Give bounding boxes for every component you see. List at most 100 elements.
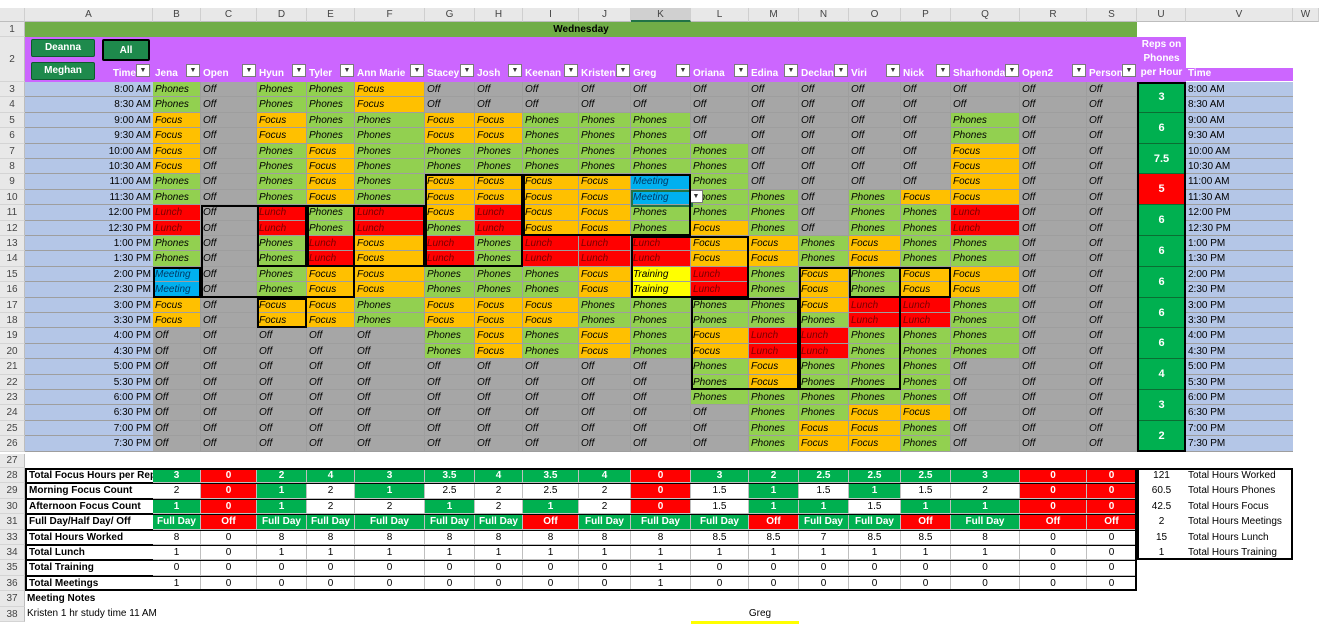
schedule-cell[interactable]: Off [951,374,1020,390]
filter-dropdown-icon[interactable]: ▼ [616,64,630,77]
column-header-G[interactable]: G [425,8,475,22]
schedule-cell[interactable]: Phones [691,143,749,159]
schedule-cell[interactable]: Focus [307,313,355,329]
schedule-cell[interactable]: Off [475,405,523,421]
schedule-cell[interactable]: Phones [749,282,799,298]
schedule-cell[interactable]: Off [799,128,849,144]
schedule-cell[interactable]: Phones [153,189,201,206]
schedule-cell[interactable]: Off [951,420,1020,437]
schedule-cell[interactable]: Off [307,436,355,452]
row-header-2[interactable]: 2 [0,37,25,82]
schedule-cell[interactable]: Off [523,390,579,406]
filter-dropdown-icon[interactable]: ▼ [340,64,354,77]
schedule-cell[interactable]: Phones [425,328,475,344]
schedule-cell[interactable]: Off [691,420,749,437]
row-header-26[interactable]: 26 [0,436,25,452]
time-cell[interactable]: 9:30 AM [25,128,153,144]
schedule-cell[interactable]: Off [631,390,691,406]
column-header-K[interactable]: K [631,8,691,22]
schedule-cell[interactable]: Phones [691,174,749,190]
schedule-cell[interactable]: Phones [355,189,425,206]
column-header-U[interactable]: U [1137,8,1186,22]
time-cell[interactable]: 1:00 PM [25,236,153,252]
schedule-cell[interactable]: Phones [749,266,799,283]
schedule-cell[interactable]: Off [475,420,523,437]
schedule-cell[interactable]: Focus [307,159,355,175]
schedule-cell[interactable]: Phones [799,359,849,375]
schedule-cell[interactable]: Off [849,128,901,144]
schedule-cell[interactable]: Focus [355,282,425,298]
schedule-cell[interactable]: Off [355,420,425,437]
column-header-R[interactable]: R [1020,8,1087,22]
schedule-cell[interactable]: Off [749,128,799,144]
right-time-cell[interactable]: 8:00 AM [1186,82,1293,98]
schedule-cell[interactable]: Focus [425,128,475,144]
schedule-cell[interactable]: Phones [475,282,523,298]
schedule-cell[interactable]: Focus [951,266,1020,283]
right-time-cell[interactable]: 10:30 AM [1186,159,1293,175]
schedule-cell[interactable]: Off [579,97,631,113]
schedule-cell[interactable]: Off [951,390,1020,406]
schedule-cell[interactable]: Phones [631,297,691,313]
schedule-cell[interactable]: Off [523,420,579,437]
schedule-cell[interactable]: Off [201,343,257,360]
schedule-cell[interactable]: Off [201,189,257,206]
schedule-cell[interactable]: Lunch [901,313,951,329]
row-header-24[interactable]: 24 [0,405,25,421]
schedule-cell[interactable]: Off [579,390,631,406]
schedule-cell[interactable]: Phones [951,128,1020,144]
schedule-cell[interactable]: Phones [475,159,523,175]
schedule-cell[interactable]: Focus [257,128,307,144]
right-time-cell[interactable]: 2:00 PM [1186,266,1293,283]
schedule-cell[interactable]: Phones [257,189,307,206]
schedule-cell[interactable]: Off [951,97,1020,113]
right-time-cell[interactable]: 2:30 PM [1186,282,1293,298]
schedule-cell[interactable]: Off [201,112,257,129]
schedule-cell[interactable]: Focus [475,112,523,129]
row-header-11[interactable]: 11 [0,205,25,221]
schedule-cell[interactable]: Focus [749,236,799,252]
schedule-cell[interactable]: Phones [901,343,951,360]
schedule-cell[interactable]: Phones [425,282,475,298]
schedule-cell[interactable]: Phones [523,143,579,159]
schedule-cell[interactable]: Off [749,82,799,98]
column-header-N[interactable]: N [799,8,849,22]
filter-dropdown-icon[interactable]: ▼ [676,64,690,77]
schedule-cell[interactable]: Focus [799,420,849,437]
schedule-cell[interactable]: Focus [579,328,631,344]
schedule-cell[interactable]: Phones [799,236,849,252]
schedule-cell[interactable]: Focus [849,436,901,452]
schedule-cell[interactable]: Off [951,436,1020,452]
schedule-cell[interactable]: Focus [153,297,201,313]
row-header-19[interactable]: 19 [0,328,25,344]
schedule-cell[interactable]: Phones [631,343,691,360]
schedule-cell[interactable]: Phones [355,112,425,129]
schedule-cell[interactable]: Off [201,359,257,375]
schedule-cell[interactable]: Off [201,328,257,344]
column-header-L[interactable]: L [691,8,749,22]
schedule-cell[interactable]: Off [901,174,951,190]
schedule-cell[interactable]: Off [1020,236,1087,252]
schedule-cell[interactable]: Off [1087,328,1137,344]
schedule-cell[interactable]: Off [1087,143,1137,159]
schedule-cell[interactable]: Off [579,405,631,421]
schedule-cell[interactable]: Focus [849,251,901,267]
time-cell[interactable]: 2:30 PM [25,282,153,298]
schedule-cell[interactable]: Off [201,374,257,390]
schedule-cell[interactable]: Phones [257,143,307,159]
schedule-cell[interactable]: Focus [579,343,631,360]
filter-dropdown-icon[interactable]: ▼ [1072,64,1086,77]
schedule-cell[interactable]: Focus [475,313,523,329]
schedule-cell[interactable]: Off [901,159,951,175]
schedule-cell[interactable]: Off [201,82,257,98]
schedule-cell[interactable]: Phones [901,359,951,375]
row-header-5[interactable]: 5 [0,112,25,129]
schedule-cell[interactable]: Off [901,82,951,98]
right-time-cell[interactable]: 6:30 PM [1186,405,1293,421]
schedule-cell[interactable]: Phones [901,205,951,221]
column-header-P[interactable]: P [901,8,951,22]
schedule-cell[interactable]: Phones [579,143,631,159]
schedule-cell[interactable]: Focus [425,112,475,129]
right-time-cell[interactable]: 1:00 PM [1186,236,1293,252]
schedule-cell[interactable]: Phones [849,220,901,236]
